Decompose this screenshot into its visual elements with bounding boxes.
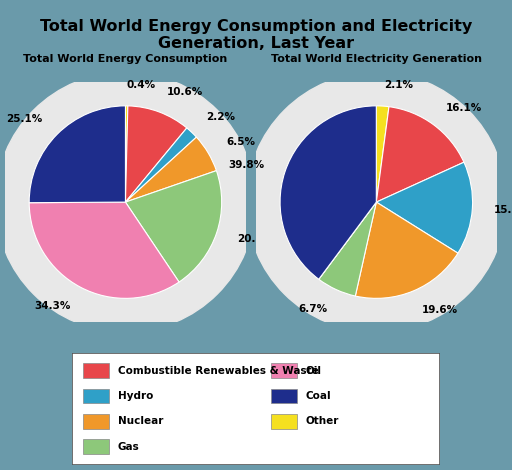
Text: Nuclear: Nuclear (118, 416, 163, 426)
Text: 34.3%: 34.3% (34, 301, 71, 311)
Wedge shape (29, 202, 179, 298)
Wedge shape (280, 106, 376, 279)
Text: 39.8%: 39.8% (229, 160, 265, 170)
Text: Gas: Gas (118, 442, 139, 452)
FancyBboxPatch shape (72, 352, 440, 465)
Wedge shape (125, 106, 128, 202)
Text: Oil: Oil (306, 366, 322, 376)
Text: Total World Energy Consumption and Electricity
Generation, Last Year: Total World Energy Consumption and Elect… (40, 19, 472, 51)
Wedge shape (355, 202, 458, 298)
Circle shape (246, 72, 506, 332)
Text: 25.1%: 25.1% (6, 114, 42, 125)
Text: 10.6%: 10.6% (166, 87, 203, 97)
Text: Hydro: Hydro (118, 391, 153, 401)
Wedge shape (29, 106, 125, 203)
Wedge shape (125, 137, 217, 202)
Text: Other: Other (306, 416, 339, 426)
Wedge shape (125, 106, 187, 202)
Wedge shape (376, 106, 389, 202)
Circle shape (0, 72, 255, 332)
Bar (83, 414, 109, 429)
Bar (271, 389, 296, 403)
Bar (271, 414, 296, 429)
Text: Coal: Coal (306, 391, 331, 401)
Text: 2.2%: 2.2% (206, 112, 236, 122)
Text: 6.5%: 6.5% (226, 137, 255, 147)
Text: 16.1%: 16.1% (446, 103, 482, 113)
Bar (83, 439, 109, 454)
Wedge shape (319, 202, 376, 279)
Wedge shape (125, 128, 197, 202)
Title: Total World Energy Consumption: Total World Energy Consumption (24, 55, 227, 64)
Text: 6.7%: 6.7% (298, 304, 327, 314)
Title: Total World Electricity Generation: Total World Electricity Generation (271, 55, 482, 64)
Wedge shape (376, 162, 473, 253)
Text: 19.6%: 19.6% (421, 306, 458, 315)
Wedge shape (125, 171, 222, 282)
Text: 20.9%: 20.9% (237, 235, 273, 244)
Wedge shape (319, 202, 376, 296)
Text: Combustible Renewables & Waste: Combustible Renewables & Waste (118, 366, 318, 376)
Bar (271, 363, 296, 378)
Text: 0.4%: 0.4% (127, 80, 156, 90)
Text: 2.1%: 2.1% (384, 80, 413, 90)
Bar (83, 389, 109, 403)
Bar (83, 363, 109, 378)
Text: 15.7%: 15.7% (494, 205, 512, 215)
Wedge shape (376, 107, 464, 202)
